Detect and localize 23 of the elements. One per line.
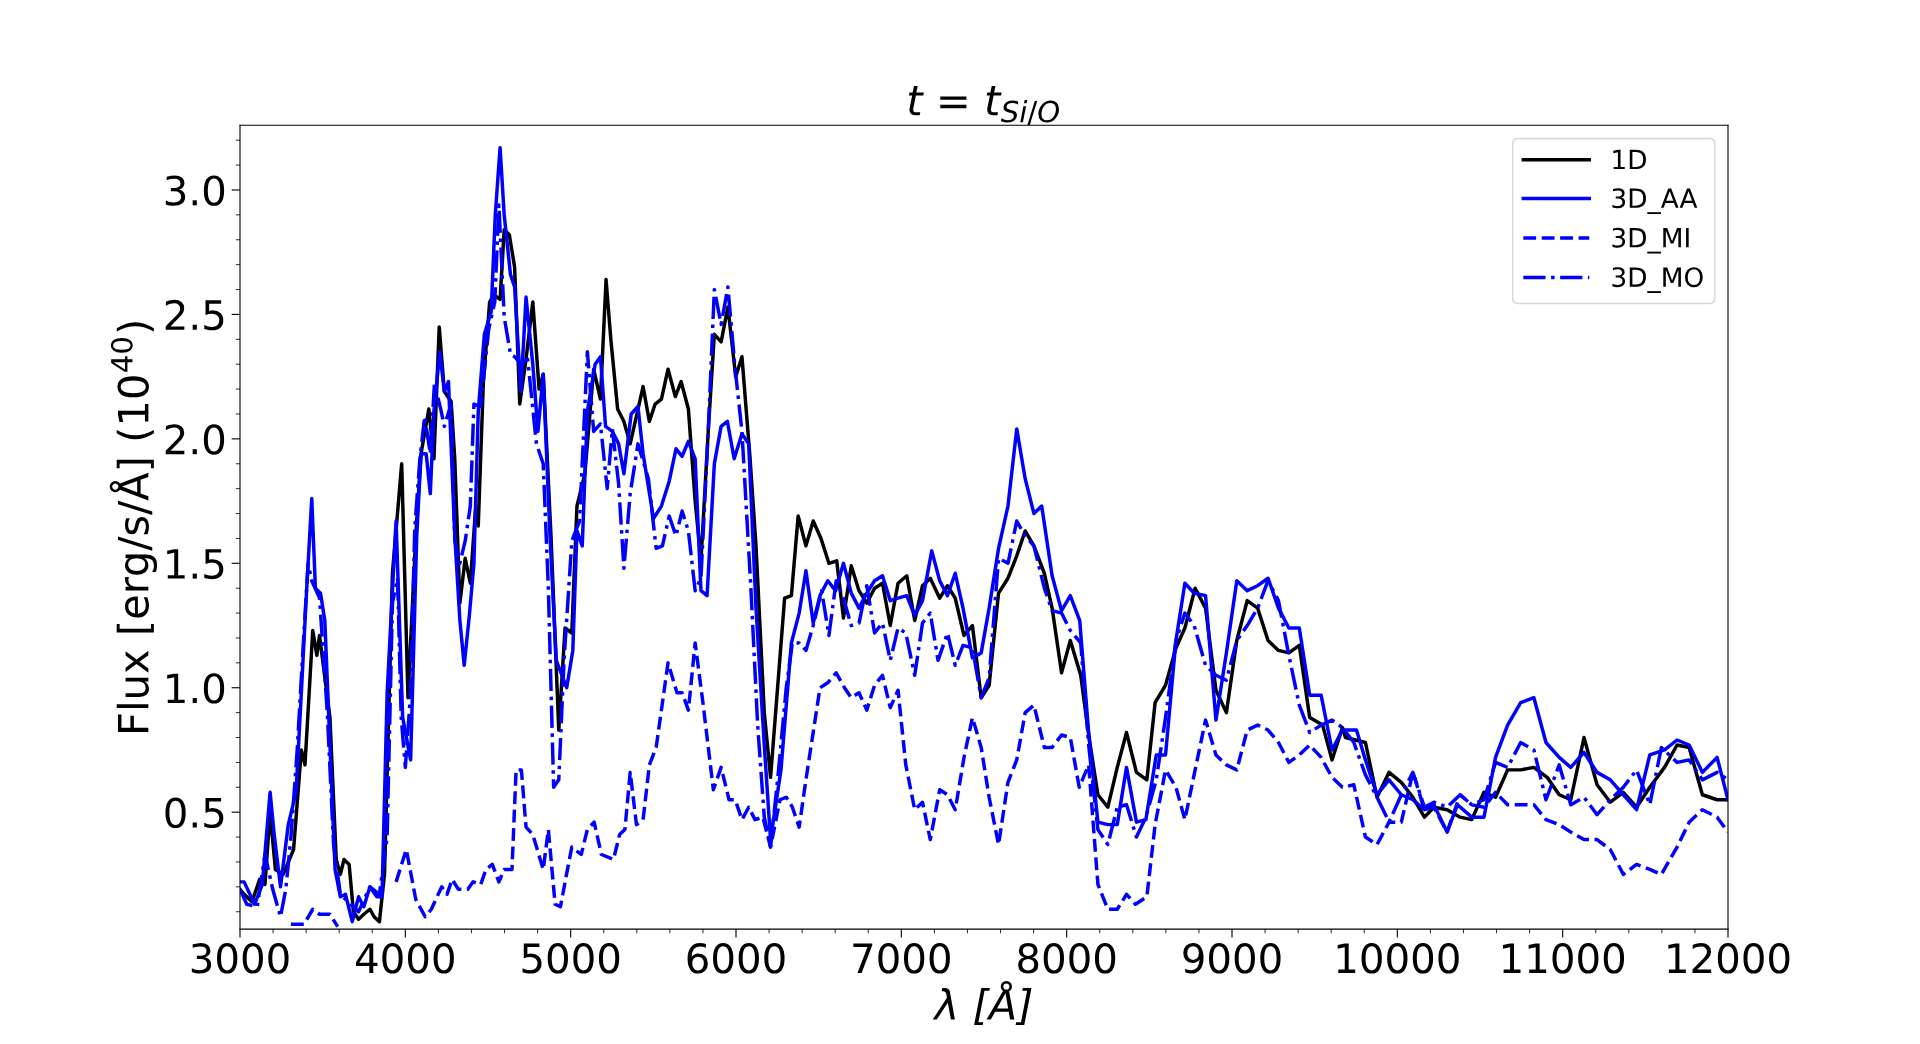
x-axis-title: λ [Å]: [932, 980, 1032, 1026]
y-tick-label: 1.5: [167, 549, 224, 580]
x-tick-label: 3000: [191, 943, 289, 974]
x-tick-label: 8000: [1018, 943, 1116, 974]
legend-label: 3D_AA: [1612, 188, 1698, 215]
legend-label: 3D_MO: [1612, 267, 1703, 293]
x-tick-label: 4000: [356, 943, 454, 974]
y-tick-label: 2.0: [165, 424, 225, 455]
legend-label: 1D: [1613, 149, 1646, 170]
y-tick-label: 1.0: [167, 673, 225, 704]
x-tick-label: 5000: [522, 943, 620, 974]
x-tick-label: 9000: [1183, 943, 1281, 974]
legend-label: 3D_MI: [1612, 227, 1689, 254]
x-tick-label: 11000: [1503, 943, 1625, 974]
x-tick-label: 12000: [1668, 943, 1790, 974]
y-tick-label: 3.0: [165, 175, 225, 206]
x-tick-label: 6000: [687, 943, 785, 974]
y-tick-label: 2.5: [165, 299, 224, 331]
y-axis-title: Flux [erg/s/Å] (10$^{40}$): [109, 322, 158, 732]
x-tick-label: 7000: [853, 943, 950, 974]
y-tick-label: 0.5: [165, 797, 224, 829]
x-tick-label: 10000: [1337, 943, 1459, 974]
chart-title: t = t$_{Si/O}$: [908, 86, 1059, 125]
